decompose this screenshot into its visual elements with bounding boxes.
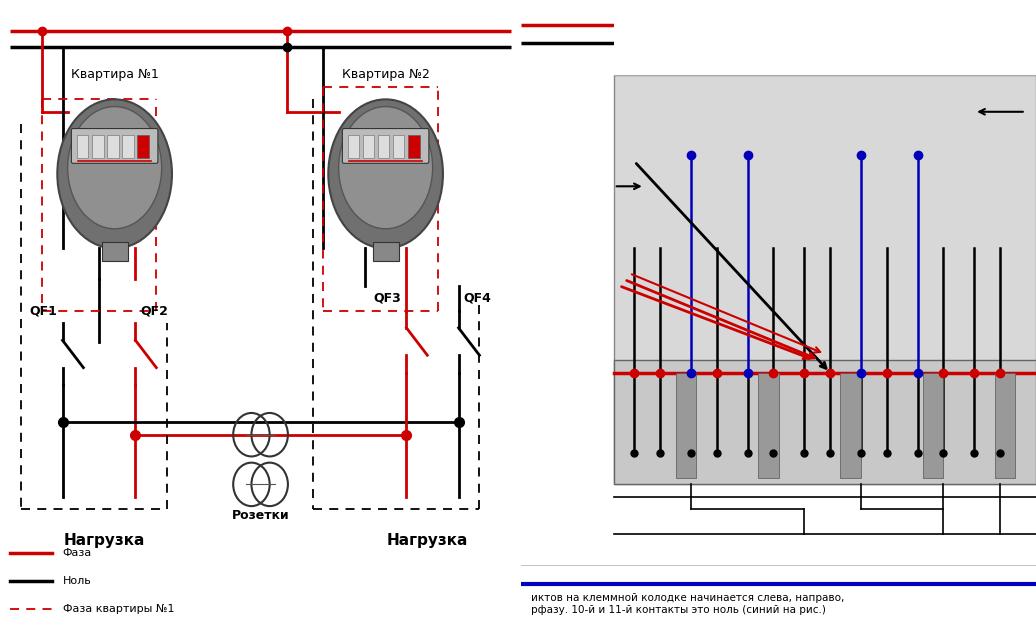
Bar xyxy=(408,135,420,158)
Text: QF2: QF2 xyxy=(141,304,169,317)
Text: Нагрузка: Нагрузка xyxy=(63,533,145,548)
Ellipse shape xyxy=(67,107,162,229)
Text: QF3: QF3 xyxy=(374,292,401,304)
Bar xyxy=(102,242,127,261)
FancyBboxPatch shape xyxy=(342,129,429,163)
Text: Нагрузка: Нагрузка xyxy=(386,533,468,548)
Bar xyxy=(348,135,359,158)
Text: Ноль: Ноль xyxy=(62,576,91,586)
Bar xyxy=(521,540,1036,571)
Text: QF1: QF1 xyxy=(29,304,57,317)
Bar xyxy=(613,0,1036,75)
Bar xyxy=(373,242,399,261)
Text: Квартира №1: Квартира №1 xyxy=(70,68,159,81)
Bar xyxy=(363,135,374,158)
Ellipse shape xyxy=(328,99,443,248)
Bar xyxy=(613,75,1036,484)
Bar xyxy=(393,135,404,158)
Bar xyxy=(758,373,779,478)
Text: Квартира №2: Квартира №2 xyxy=(342,68,430,81)
Text: Фаза квартиры №1: Фаза квартиры №1 xyxy=(62,604,174,614)
Bar xyxy=(137,135,148,158)
Bar xyxy=(137,135,148,158)
Text: Фаза: Фаза xyxy=(62,548,92,558)
Bar xyxy=(995,373,1015,478)
Bar xyxy=(77,135,88,158)
Text: QF4: QF4 xyxy=(464,292,492,304)
Bar xyxy=(923,373,944,478)
Bar xyxy=(378,135,390,158)
Bar xyxy=(521,0,675,75)
Bar xyxy=(613,360,1036,484)
Text: Розетки: Розетки xyxy=(232,509,289,522)
FancyBboxPatch shape xyxy=(71,129,157,163)
Bar xyxy=(675,373,696,478)
Ellipse shape xyxy=(339,107,433,229)
Bar xyxy=(107,135,118,158)
Bar xyxy=(122,135,134,158)
Bar xyxy=(840,373,861,478)
Ellipse shape xyxy=(57,99,172,248)
Text: иктов на клеммной колодке начинается слева, направо,
рфазу. 10-й и 11-й контакты: иктов на клеммной колодке начинается сле… xyxy=(531,593,844,615)
Bar xyxy=(92,135,104,158)
Bar xyxy=(408,135,420,158)
